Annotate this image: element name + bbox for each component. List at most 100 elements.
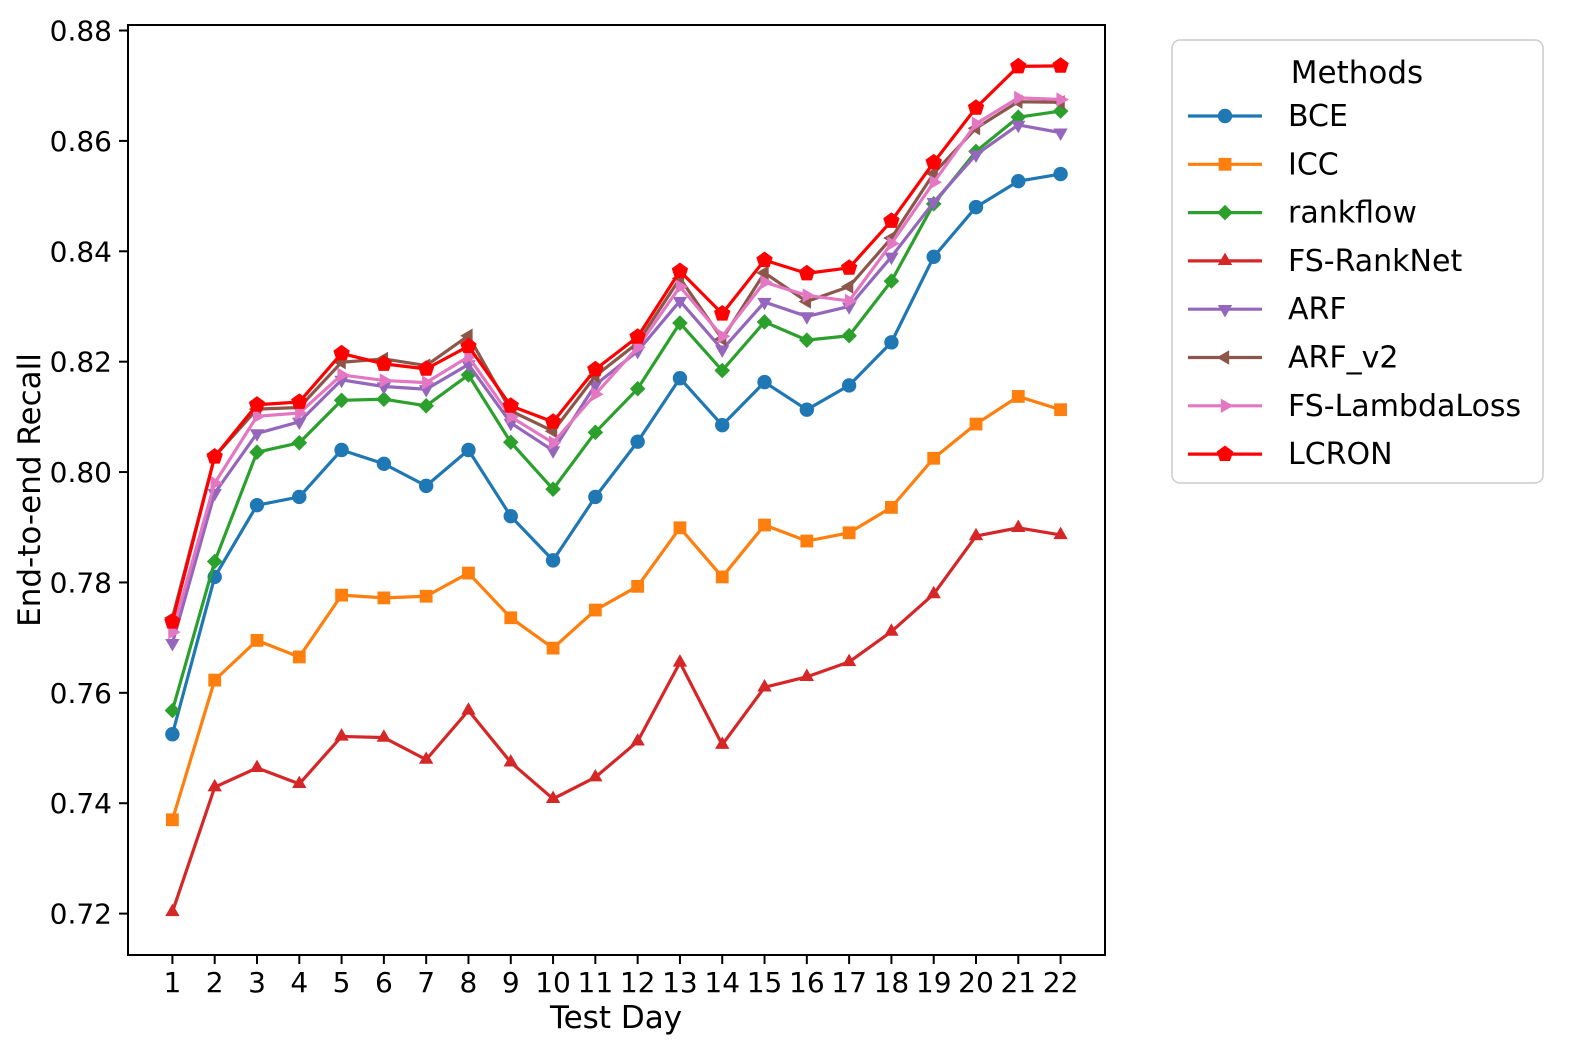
data-point-FS-RankNet-day14 [715, 736, 730, 749]
series-LCRON [164, 57, 1069, 629]
data-point-rankflow-day3 [249, 444, 265, 460]
data-point-ICC-day12 [631, 579, 645, 593]
data-point-ARF-day3 [249, 429, 265, 442]
x-tick-label: 9 [502, 966, 520, 999]
data-point-LCRON-day4 [291, 393, 308, 409]
data-point-FS-RankNet-day16 [799, 668, 815, 681]
data-point-FS-LambdaLoss-day15 [760, 275, 773, 290]
data-point-FS-RankNet-day1 [165, 903, 180, 917]
legend-entry-rankflow: rankflow [1188, 196, 1417, 231]
legend-entry-ARF: ARF [1188, 292, 1347, 327]
data-point-rankflow-day16 [799, 332, 815, 348]
data-point-rankflow-day5 [333, 392, 350, 409]
data-point-ICC-day21 [1011, 390, 1025, 403]
data-point-BCE-day13 [672, 371, 688, 386]
data-point-FS-RankNet-day5 [334, 728, 349, 741]
data-point-ARF-day1 [165, 639, 180, 652]
data-point-rankflow-day13 [672, 315, 688, 331]
data-point-rankflow-day2 [206, 553, 223, 570]
data-point-FS-LambdaLoss-day17 [844, 293, 858, 309]
data-point-LCRON-day10 [544, 413, 562, 429]
data-point-rankflow-day9 [502, 434, 519, 451]
data-point-ICC-day16 [800, 534, 814, 548]
data-point-LCRON-day18 [883, 212, 900, 228]
legend-marker-pentagon-icon [1216, 445, 1234, 462]
data-point-rankflow-day4 [291, 435, 308, 451]
data-point-rankflow-day7 [418, 398, 434, 414]
data-point-rankflow-day10 [545, 481, 561, 497]
data-point-ICC-day9 [504, 611, 518, 625]
data-point-rankflow-day11 [587, 424, 604, 441]
data-point-LCRON-day9 [502, 397, 519, 413]
data-point-BCE-day11 [588, 489, 603, 505]
series-ARF [165, 120, 1068, 652]
data-point-LCRON-day7 [417, 360, 435, 376]
x-tick-label: 4 [290, 966, 308, 999]
y-tick-label: 0.78 [50, 566, 112, 599]
data-point-ICC-day4 [292, 650, 306, 664]
legend-marker-triangle-up-icon [1217, 252, 1233, 266]
series-line-LCRON [170, 64, 1061, 623]
y-tick-label: 0.80 [50, 456, 112, 489]
data-point-BCE-day16 [799, 402, 815, 417]
data-point-LCRON-day8 [460, 337, 477, 354]
data-point-rankflow-day6 [376, 391, 392, 408]
data-point-ARF-day16 [799, 312, 815, 325]
data-point-LCRON-day6 [375, 355, 393, 371]
data-point-FS-LambdaLoss-day21 [1014, 90, 1027, 106]
y-tick-label: 0.82 [50, 346, 112, 379]
legend-entry-BCE: BCE [1188, 99, 1348, 134]
x-tick-label: 18 [874, 966, 910, 999]
legend-label-BCE: BCE [1288, 99, 1348, 134]
data-point-ARF_v2-day19 [925, 166, 938, 181]
data-point-rankflow-day18 [883, 273, 900, 289]
data-point-BCE-day1 [165, 727, 180, 742]
series-line-ICC [170, 394, 1062, 821]
data-point-FS-RankNet-day22 [1053, 526, 1068, 540]
data-point-LCRON-day15 [756, 251, 773, 268]
x-tick-label: 15 [747, 966, 783, 999]
data-point-ICC-day22 [1054, 403, 1067, 417]
data-point-ICC-day11 [588, 603, 602, 617]
data-point-FS-RankNet-day20 [968, 527, 984, 541]
data-point-BCE-day17 [841, 378, 857, 393]
legend-marker-diamond-icon [1217, 204, 1233, 221]
data-point-FS-LambdaLoss-day22 [1056, 92, 1069, 107]
series-line-ARF_v2 [170, 100, 1061, 619]
x-tick-label: 8 [460, 966, 478, 999]
data-point-BCE-day10 [545, 553, 561, 568]
data-point-ARF-day21 [1011, 120, 1026, 134]
data-point-FS-RankNet-day17 [841, 653, 857, 667]
data-point-LCRON-day3 [248, 396, 266, 412]
data-point-FS-RankNet-day4 [292, 775, 307, 789]
data-point-rankflow-day17 [841, 327, 857, 344]
data-point-FS-RankNet-day13 [672, 654, 688, 667]
data-point-ICC-day10 [546, 641, 560, 655]
data-point-BCE-day15 [757, 374, 772, 390]
data-point-rankflow-day14 [714, 362, 731, 379]
data-point-FS-LambdaLoss-day6 [379, 373, 393, 388]
legend-label-FS-RankNet: FS-RankNet [1288, 244, 1462, 279]
data-point-ARF-day18 [884, 252, 899, 266]
y-tick-label: 0.76 [50, 677, 112, 710]
data-point-FS-RankNet-day21 [1011, 519, 1026, 532]
legend-label-LCRON: LCRON [1288, 437, 1393, 472]
axes: 1 2 3 4 5 6 7 8 9 10 11 12 13 14 15 16 17 18 19 20 21 220.720… [50, 15, 1106, 999]
legend-entry-FS-RankNet: FS-RankNet [1188, 244, 1462, 279]
legend-label-rankflow: rankflow [1288, 196, 1417, 231]
data-point-LCRON-day19 [925, 153, 942, 170]
data-point-FS-RankNet-day11 [588, 768, 603, 782]
data-point-FS-LambdaLoss-day5 [337, 367, 350, 383]
y-tick-label: 0.86 [50, 125, 112, 158]
x-tick-label: 7 [417, 966, 435, 999]
data-point-ICC-day1 [166, 813, 179, 827]
data-point-FS-LambdaLoss-day7 [422, 375, 435, 390]
x-tick-label: 21 [1000, 966, 1036, 999]
legend-label-ICC: ICC [1288, 147, 1339, 182]
data-point-ARF-day15 [757, 297, 772, 311]
x-tick-label: 16 [789, 966, 825, 999]
data-point-FS-LambdaLoss-day3 [252, 409, 266, 424]
data-point-BCE-day5 [334, 442, 349, 458]
data-point-LCRON-day2 [206, 448, 223, 464]
